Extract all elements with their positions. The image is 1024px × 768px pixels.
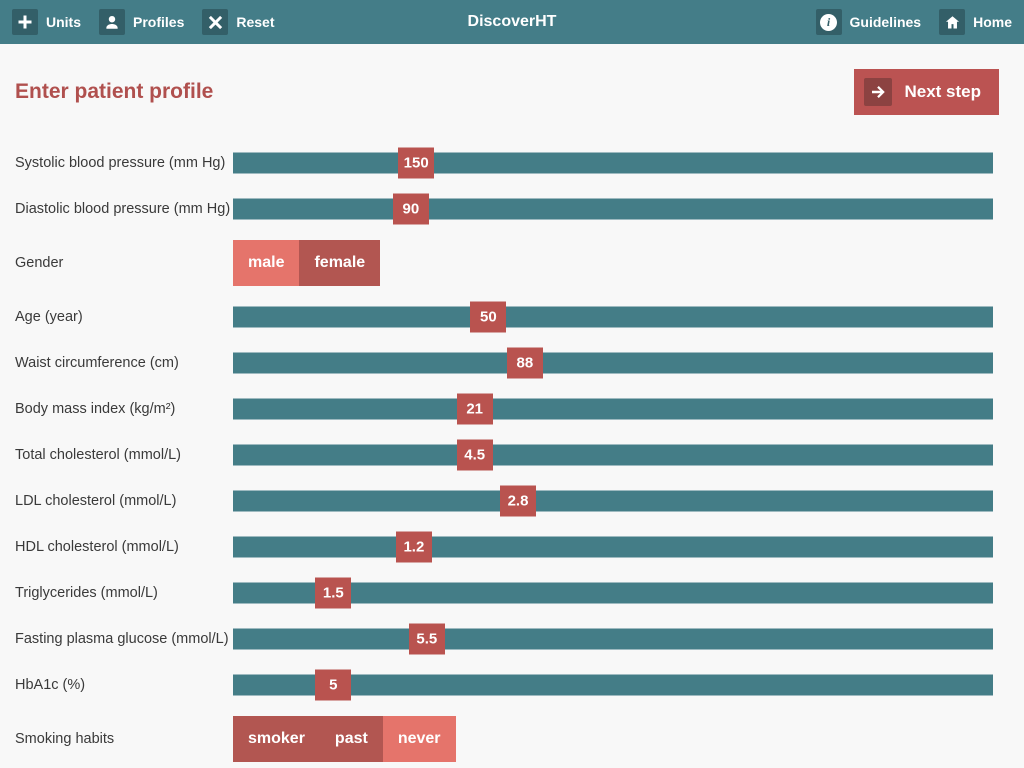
- reset-button[interactable]: Reset: [202, 9, 275, 35]
- home-button[interactable]: Home: [939, 9, 1012, 35]
- slider-handle[interactable]: 1.2: [395, 531, 432, 563]
- row-label: Age (year): [15, 309, 83, 325]
- slider-track[interactable]: [233, 582, 993, 604]
- slider-row: Age (year) 50: [0, 294, 1024, 340]
- slider-track[interactable]: [233, 152, 993, 174]
- guidelines-button[interactable]: i Guidelines: [815, 9, 922, 35]
- toggle-option-male[interactable]: male: [233, 240, 300, 286]
- slider-handle[interactable]: 21: [456, 393, 493, 425]
- slider-handle[interactable]: 150: [398, 147, 435, 179]
- profiles-button[interactable]: Profiles: [99, 9, 184, 35]
- slider-control: 21: [233, 386, 993, 432]
- slider-control: 5.5: [233, 616, 993, 662]
- slider-track[interactable]: [233, 352, 993, 374]
- slider-track[interactable]: [233, 490, 993, 512]
- slider-track[interactable]: [233, 306, 993, 328]
- slider-control: 1.2: [233, 524, 993, 570]
- row-label: LDL cholesterol (mmol/L): [15, 493, 177, 509]
- home-icon: [939, 9, 966, 35]
- toggle-row: Smoking habits smoker past never: [0, 708, 1024, 768]
- row-label: HbA1c (%): [15, 677, 86, 693]
- form-rows: Systolic blood pressure (mm Hg) 150 Dias…: [0, 140, 1024, 768]
- topbar-left-group: Units Profiles Reset: [12, 9, 275, 35]
- row-label: HDL cholesterol (mmol/L): [15, 539, 179, 555]
- slider-handle[interactable]: 50: [470, 301, 507, 333]
- slider-control: 5: [233, 662, 993, 708]
- toggle-option-female[interactable]: female: [299, 240, 381, 286]
- slider-control: 150: [233, 140, 993, 186]
- slider-control: 88: [233, 340, 993, 386]
- home-label: Home: [973, 14, 1012, 30]
- person-icon: [99, 9, 125, 35]
- slider-handle[interactable]: 2.8: [500, 485, 536, 517]
- slider-control: 1.5: [233, 570, 993, 616]
- row-label: Total cholesterol (mmol/L): [15, 447, 181, 463]
- row-label: Body mass index (kg/m²): [15, 401, 176, 417]
- units-button[interactable]: Units: [12, 9, 81, 35]
- row-label: Triglycerides (mmol/L): [15, 585, 158, 601]
- slider-track[interactable]: [233, 628, 993, 650]
- row-label: Fasting plasma glucose (mmol/L): [15, 631, 229, 647]
- slider-row: HDL cholesterol (mmol/L) 1.2: [0, 524, 1024, 570]
- page-title: Enter patient profile: [15, 80, 214, 103]
- toggle-group: male female: [233, 240, 381, 286]
- reset-label: Reset: [236, 14, 275, 30]
- next-step-label: Next step: [904, 82, 981, 101]
- page-header: Enter patient profile Next step: [0, 44, 1024, 116]
- row-label: Gender: [15, 255, 64, 271]
- slider-track[interactable]: [233, 398, 993, 420]
- slider-handle[interactable]: 1.5: [315, 577, 352, 609]
- row-label: Systolic blood pressure (mm Hg): [15, 155, 226, 171]
- toggle-row: Gender male female: [0, 232, 1024, 294]
- info-icon: i: [815, 9, 842, 35]
- guidelines-label: Guidelines: [849, 14, 922, 30]
- plus-icon: [12, 9, 38, 35]
- slider-row: HbA1c (%) 5: [0, 662, 1024, 708]
- slider-row: Fasting plasma glucose (mmol/L) 5.5: [0, 616, 1024, 662]
- slider-row: LDL cholesterol (mmol/L) 2.8: [0, 478, 1024, 524]
- slider-row: Total cholesterol (mmol/L) 4.5: [0, 432, 1024, 478]
- topbar: Units Profiles Reset DiscoverHT i Guidel…: [0, 0, 1024, 44]
- units-label: Units: [46, 14, 81, 30]
- next-step-button[interactable]: Next step: [854, 69, 999, 115]
- row-label: Diastolic blood pressure (mm Hg): [15, 201, 231, 217]
- slider-control: 50: [233, 294, 993, 340]
- slider-track[interactable]: [233, 674, 993, 696]
- slider-row: Waist circumference (cm) 88: [0, 340, 1024, 386]
- slider-row: Systolic blood pressure (mm Hg) 150: [0, 140, 1024, 186]
- slider-control: 2.8: [233, 478, 993, 524]
- row-label: Smoking habits: [15, 731, 115, 747]
- slider-track[interactable]: [233, 536, 993, 558]
- slider-row: Triglycerides (mmol/L) 1.5: [0, 570, 1024, 616]
- slider-track[interactable]: [233, 198, 993, 220]
- row-label: Waist circumference (cm): [15, 355, 179, 371]
- slider-control: 4.5: [233, 432, 993, 478]
- x-icon: [202, 9, 229, 35]
- slider-handle[interactable]: 5.5: [408, 623, 445, 655]
- profiles-label: Profiles: [133, 14, 185, 30]
- toggle-control: smoker past never: [233, 708, 993, 768]
- slider-handle[interactable]: 90: [392, 193, 429, 225]
- toggle-option-past[interactable]: past: [319, 716, 383, 762]
- slider-handle[interactable]: 88: [506, 347, 543, 379]
- slider-handle[interactable]: 4.5: [456, 439, 493, 471]
- topbar-right-group: i Guidelines Home: [815, 9, 1012, 35]
- slider-row: Diastolic blood pressure (mm Hg) 90: [0, 186, 1024, 232]
- toggle-option-smoker[interactable]: smoker: [233, 716, 320, 762]
- toggle-control: male female: [233, 232, 993, 294]
- slider-control: 90: [233, 186, 993, 232]
- slider-handle[interactable]: 5: [315, 669, 352, 701]
- arrow-right-icon: [864, 78, 893, 106]
- slider-row: Body mass index (kg/m²) 21: [0, 386, 1024, 432]
- slider-track[interactable]: [233, 444, 993, 466]
- toggle-group: smoker past never: [233, 716, 456, 762]
- toggle-option-never[interactable]: never: [382, 716, 456, 762]
